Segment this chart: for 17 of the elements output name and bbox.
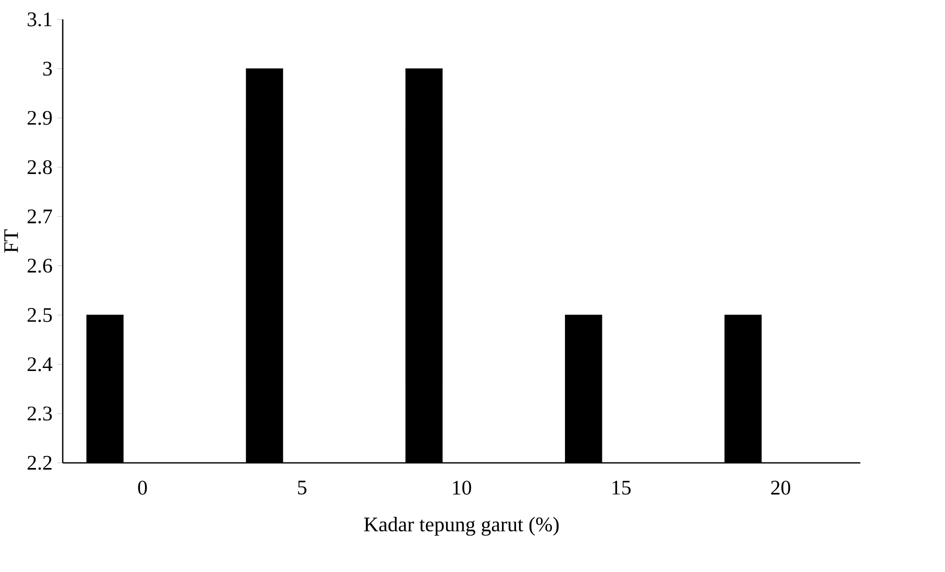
y-tick-label: 3 xyxy=(43,62,52,76)
x-axis-title: Kadar tepung garut (%) xyxy=(364,517,559,536)
y-tick-label: 2.3 xyxy=(28,406,52,421)
y-tick-label: 2.4 xyxy=(28,358,52,372)
x-tick-label: 20 xyxy=(771,480,790,495)
x-tick-label: 5 xyxy=(298,480,306,495)
y-tick-label: 2.6 xyxy=(28,259,52,273)
x-tick-label: 0 xyxy=(138,480,147,495)
x-tick-label: 15 xyxy=(612,480,631,495)
y-tick-label: 2.2 xyxy=(28,456,52,470)
y-tick-label: 2.9 xyxy=(28,111,52,126)
y-tick-label: 3.1 xyxy=(28,12,52,27)
y-tick-label: 2.8 xyxy=(28,160,52,174)
y-tick-label: 2.5 xyxy=(28,308,52,322)
x-tick-label: 10 xyxy=(453,480,472,495)
y-axis-title: FT xyxy=(4,230,18,253)
y-tick-label: 2.7 xyxy=(28,210,52,224)
